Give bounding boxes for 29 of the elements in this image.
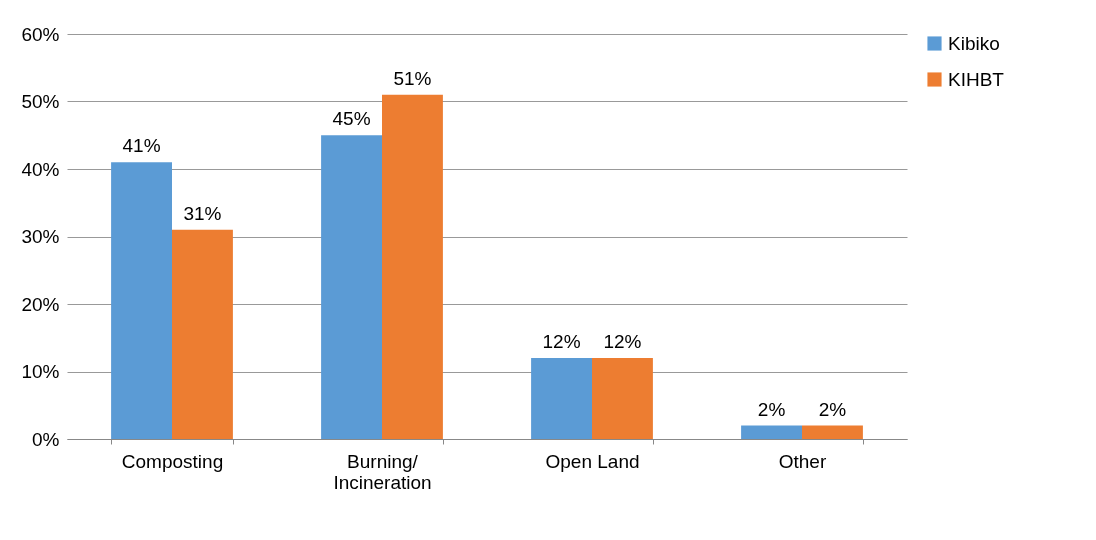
x-tick-label: Composting (121, 450, 224, 472)
data-label: 51% (393, 67, 432, 89)
data-label: 2% (818, 398, 847, 420)
y-tick-label: 0% (32, 428, 60, 450)
x-tick-label: Other (778, 450, 827, 472)
bar (382, 94, 443, 439)
bar (531, 358, 592, 439)
y-tick-label: 50% (21, 91, 60, 112)
data-label: 2% (757, 398, 786, 420)
legend-label: Kibiko (948, 32, 1000, 54)
bar (321, 135, 382, 439)
data-label: 12% (603, 331, 642, 352)
legend-label: KIHBT (948, 68, 1005, 90)
x-tick-label: Burning/ Incineration (333, 450, 432, 493)
bar (111, 162, 172, 439)
x-tick-label: Open Land (545, 450, 640, 472)
y-tick-label: 30% (21, 226, 60, 247)
y-tick-label: 60% (21, 23, 60, 45)
bar (592, 358, 653, 439)
data-label: 45% (332, 108, 371, 130)
bar (172, 229, 233, 439)
data-label: 12% (542, 331, 581, 352)
data-label: 31% (183, 202, 222, 224)
y-tick-label: 40% (21, 158, 60, 180)
y-tick-label: 20% (21, 293, 60, 315)
bar (741, 425, 802, 439)
y-tick-label: 10% (21, 361, 60, 382)
data-label: 41% (122, 135, 161, 157)
bar (802, 425, 863, 439)
